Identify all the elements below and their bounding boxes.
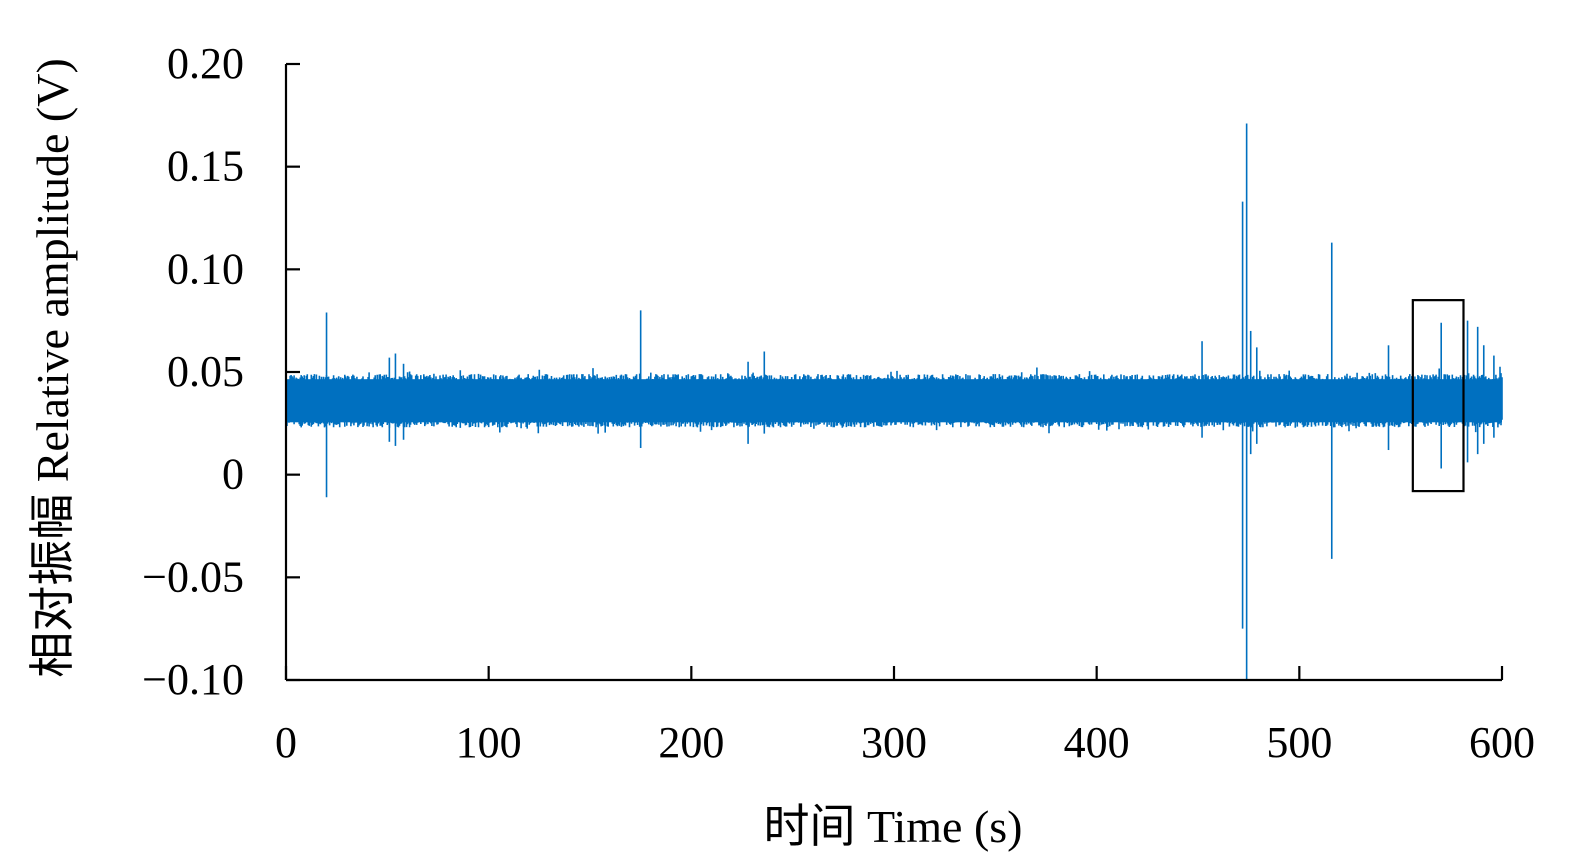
x-tick-label: 100 <box>456 718 522 767</box>
x-tick-label: 200 <box>658 718 724 767</box>
signal-noise <box>285 366 1503 434</box>
x-tick-label: 600 <box>1469 718 1535 767</box>
y-tick-label: 0.15 <box>167 142 244 191</box>
axes-layer: −0.10 −0.05 0 0.05 0.10 0.15 0.20 0 100 200 300 400… <box>142 39 1535 767</box>
x-tick-label: 400 <box>1064 718 1130 767</box>
y-tick-label: −0.10 <box>142 655 244 704</box>
y-tick-label: 0.10 <box>167 244 244 293</box>
x-axis-title: 时间 Time (s) <box>764 801 1023 852</box>
y-tick-label: 0.05 <box>167 347 244 396</box>
y-tick-label: 0 <box>222 450 244 499</box>
y-axis-title: 相对振幅 Relative amplitude (V) <box>27 58 78 678</box>
x-tick-label: 500 <box>1266 718 1332 767</box>
y-tick-label: −0.05 <box>142 552 244 601</box>
x-tick-label: 300 <box>861 718 927 767</box>
y-tick-label: 0.20 <box>167 39 244 88</box>
x-tick-label: 0 <box>275 718 297 767</box>
plot-layer <box>285 123 1503 680</box>
highlight-box <box>1411 299 1465 493</box>
